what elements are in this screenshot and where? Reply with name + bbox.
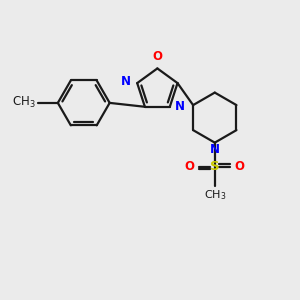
Text: CH$_3$: CH$_3$	[12, 95, 36, 110]
Text: O: O	[235, 160, 245, 173]
Text: O: O	[152, 50, 162, 62]
Text: CH$_3$: CH$_3$	[203, 188, 226, 202]
Text: O: O	[185, 160, 195, 173]
Text: N: N	[175, 100, 185, 113]
Text: N: N	[121, 75, 131, 88]
Text: S: S	[210, 160, 220, 173]
Text: N: N	[210, 143, 220, 156]
